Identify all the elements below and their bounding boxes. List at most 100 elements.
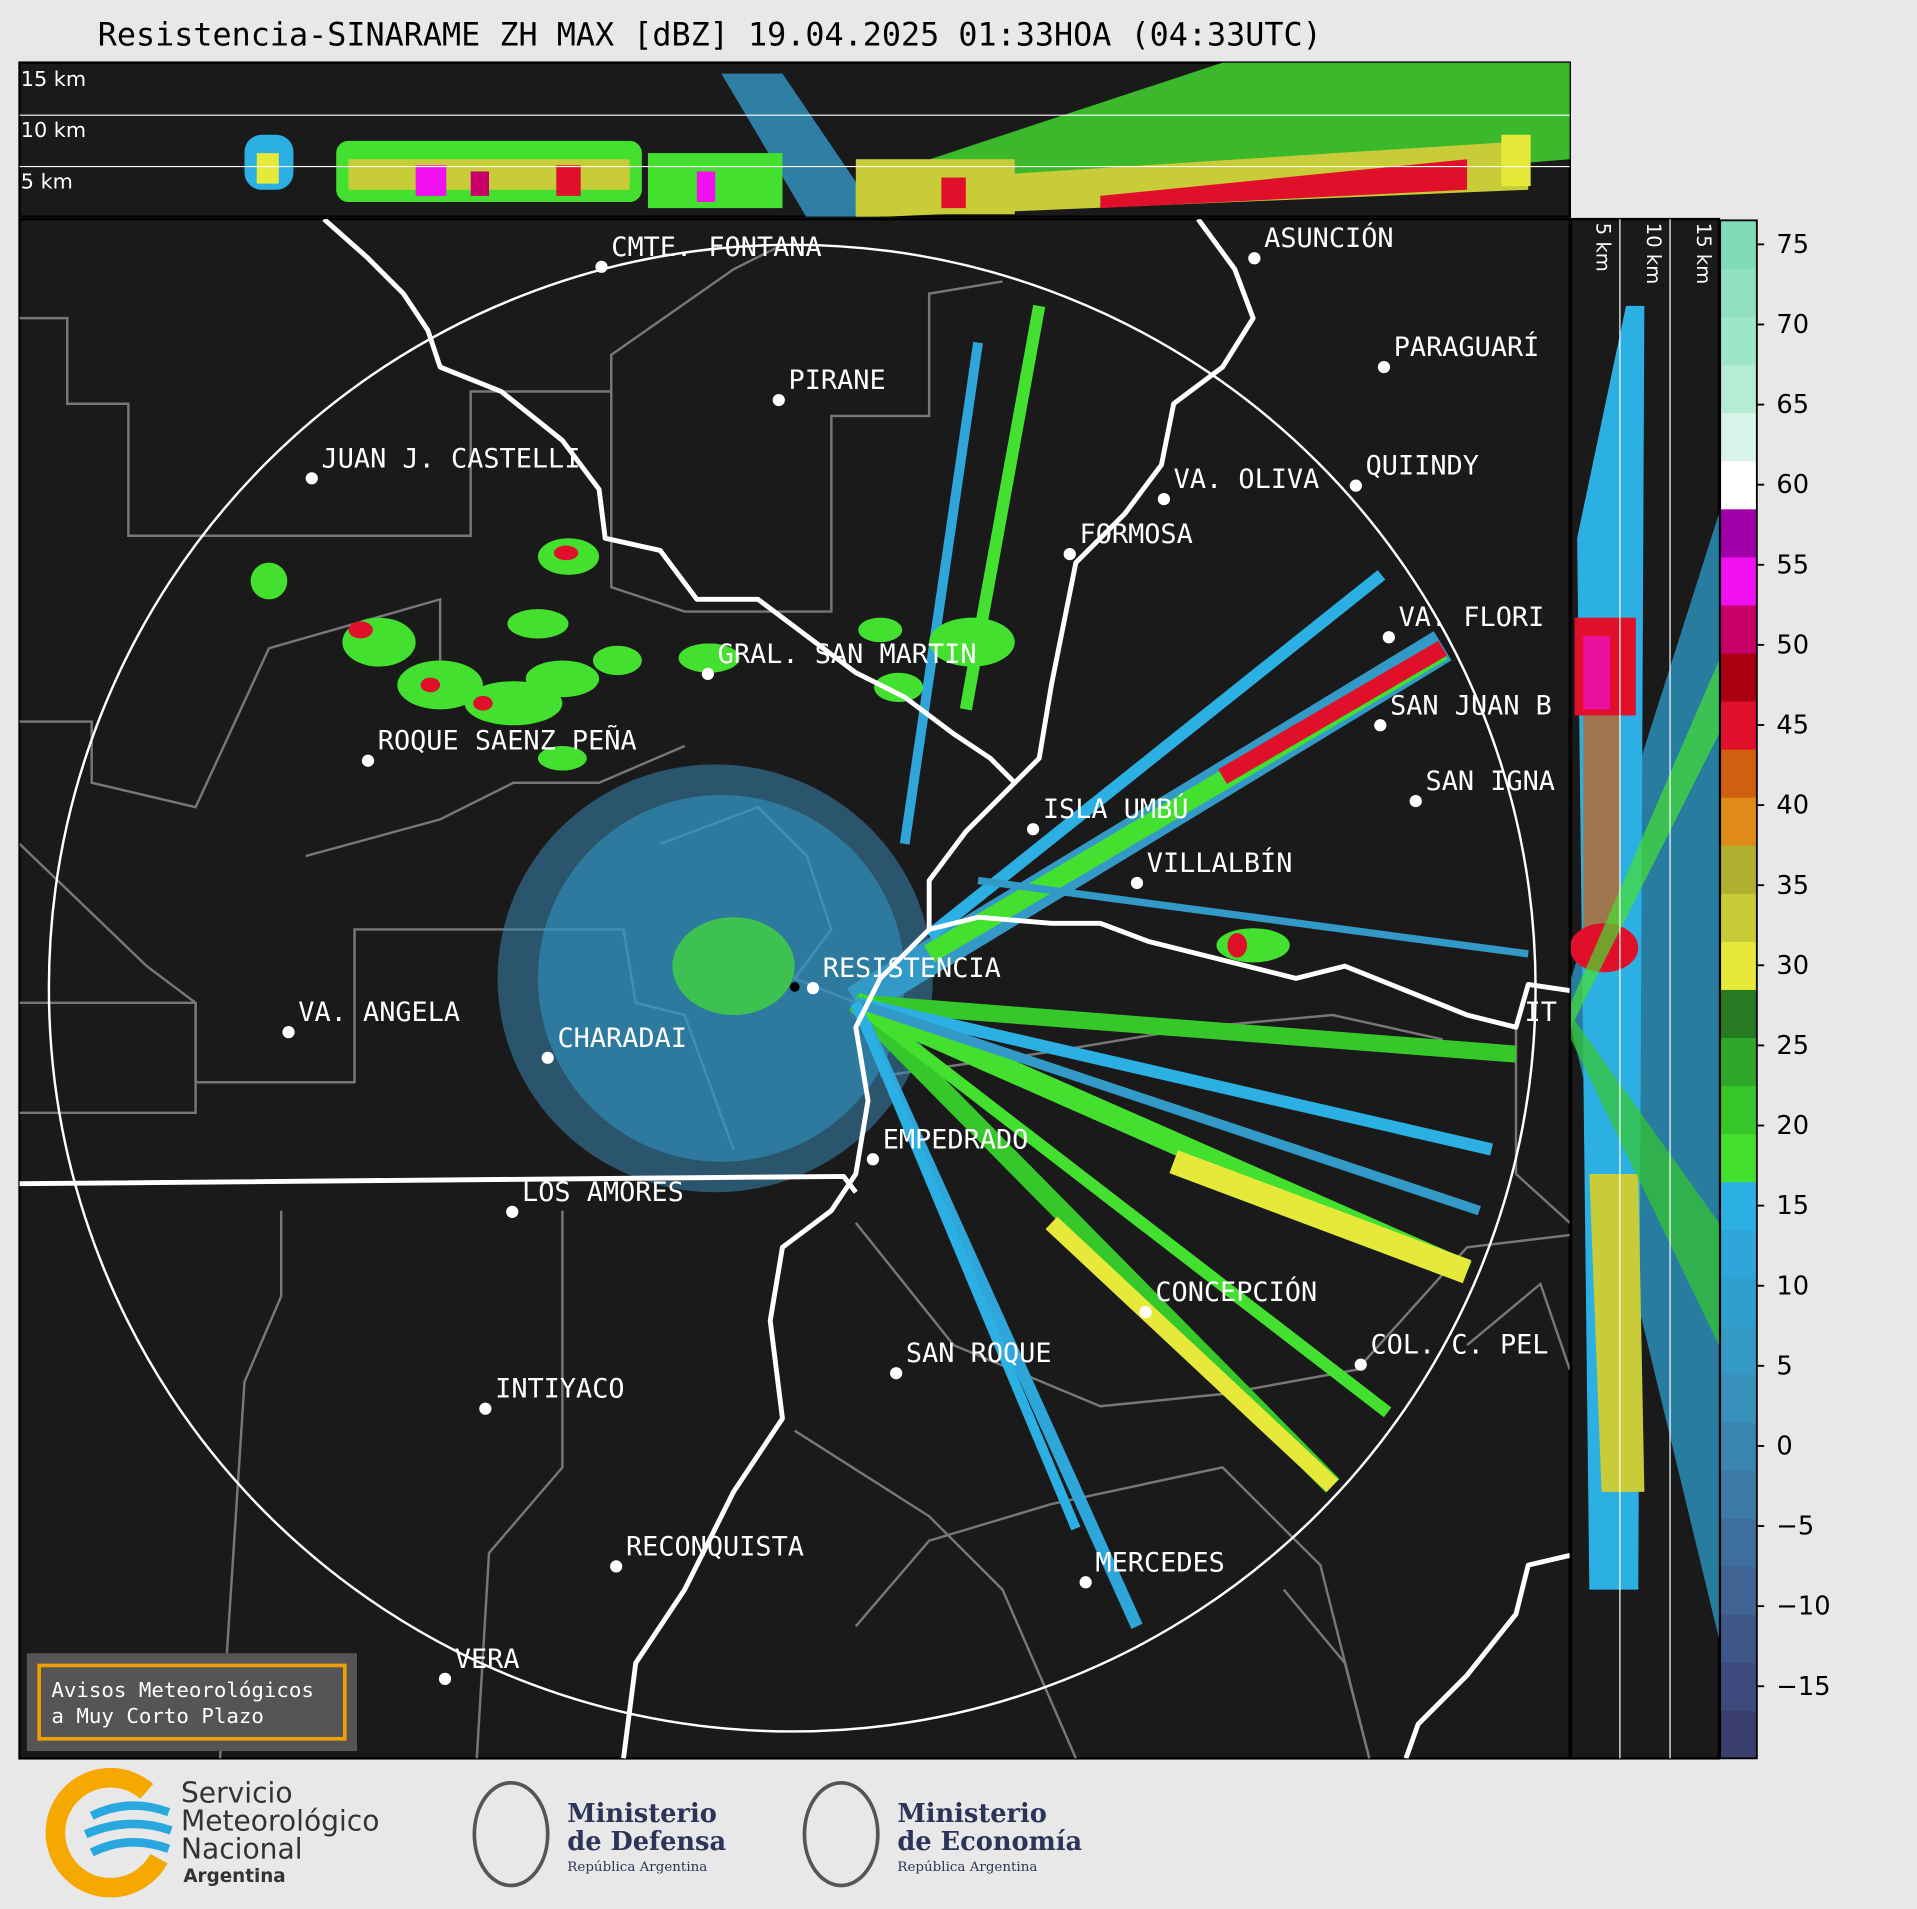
colorbar-tick-label: 40 [1776,791,1809,821]
colorbar-band [1720,1614,1757,1663]
city-label: RECONQUISTA [626,1531,804,1562]
colorbar-band [1720,268,1757,318]
city-label: COL. C. PEL [1371,1330,1549,1361]
city-label: SAN ROQUE [906,1338,1052,1369]
height-label: 10 km [1642,223,1665,284]
city-label: CHARADAI [557,1023,686,1054]
city-dot [806,982,820,995]
colorbar-tick-label: 55 [1776,550,1809,580]
city-dot [701,667,714,681]
city-dot [610,1560,623,1573]
map: CMTE. FONTANA ASUNCIÓN PARAGUARÍ PIRANE JUAN… [18,217,1572,1760]
notice-border [37,1663,347,1741]
city-dot [772,393,785,407]
coat-of-arms [802,1780,880,1888]
logo-text: Meteorológico [181,1804,380,1837]
colorbar-band [1720,893,1757,942]
colorbar-tick-label: 35 [1776,871,1809,901]
height-label: 15 km [21,67,86,91]
logo-text: Nacional [181,1833,303,1866]
right-section: 5 km 10 km 15 km [1569,217,1721,1760]
colorbar-tick-label: 15 [1776,1191,1809,1221]
colorbar-band [1720,1325,1757,1375]
city-dot [1349,479,1362,492]
colorbar-tick-label: −15 [1776,1672,1830,1702]
logo-text: Servicio [181,1776,293,1809]
city-dot [438,1672,452,1685]
colorbar-band [1720,220,1757,270]
city-label: RESISTENCIA [823,953,1001,984]
city-dot [541,1051,554,1064]
colorbar-tick-label: 0 [1776,1431,1792,1461]
logos: Servicio Meteorológico Nacional Argentin… [45,1767,1083,1898]
colorbar-band [1720,1566,1757,1615]
colorbar-band [1720,508,1757,558]
city-label: CONCEPCIÓN [1155,1276,1317,1308]
logo-text: República Argentina [897,1860,1037,1875]
colorbar-band [1720,1181,1757,1231]
city-label: PIRANE [789,365,886,396]
city-label: ASUNCIÓN [1264,222,1393,254]
city-label: EMPEDRADO [883,1124,1029,1155]
city-label: VILLALBÍN [1147,847,1293,879]
city-label: JUAN J. CASTELLI [322,443,581,474]
city-dot [506,1205,519,1218]
city-label: QUIINDY [1366,451,1479,482]
height-label: 15 km [1692,223,1715,284]
radar-site [789,982,800,992]
city-dot [1409,794,1422,808]
logo-text: Argentina [183,1866,285,1887]
smn-logo [45,1767,168,1898]
colorbar-tick-label: 25 [1776,1031,1809,1061]
colorbar-band [1720,460,1757,510]
city-dot [282,1026,295,1039]
colorbar-band [1720,700,1757,750]
logo-text: de Economía [897,1827,1082,1857]
range-ring [47,243,1537,1733]
colorbar-tick-label: 65 [1776,390,1809,420]
colorbar-band [1720,1277,1757,1327]
notice-text: a Muy Corto Plazo [51,1704,264,1728]
colorbar: −15 −10 −5 0 5 10 15 20 25 30 35 40 45 50 55 60 65 70 75 [1719,219,1831,1760]
city-label: SAN JUAN B [1390,690,1552,721]
city-dot [595,260,608,273]
city-dot [361,754,375,767]
city-label: LOS AMORES [522,1177,684,1208]
logo-text: Ministerio [897,1799,1047,1829]
logo-text: de Defensa [567,1827,726,1857]
colorbar-tick-label: 20 [1776,1111,1809,1141]
logo-text: Ministerio [567,1799,717,1829]
city-label: VA. OLIVA [1174,464,1320,495]
city-label: VA. FLORI [1399,602,1545,633]
colorbar-tick-label: 30 [1776,951,1809,981]
colorbar-band [1720,1133,1757,1183]
colorbar-band [1720,316,1757,366]
colorbar-band [1720,1518,1757,1567]
colorbar-tick-label: 5 [1776,1351,1792,1381]
colorbar-band [1720,652,1757,702]
colorbar-band [1720,412,1757,462]
city-dot [1382,631,1395,644]
colorbar-band [1720,1421,1757,1471]
colorbar-band [1720,1085,1757,1135]
city-dot [1354,1358,1367,1371]
colorbar-band [1720,749,1757,798]
city-dot [1026,823,1040,836]
city-dot [1063,547,1076,561]
city-label: GRAL. SAN MARTIN [718,639,977,670]
city-label: ROQUE SAENZ PEÑA [378,725,637,757]
city-dot [479,1402,492,1415]
coat-of-arms [472,1780,550,1888]
city-label: FORMOSA [1080,519,1193,550]
colorbar-frame [1719,219,1758,1760]
logo-text: República Argentina [567,1860,707,1875]
colorbar-band [1720,941,1757,990]
colorbar-band [1720,1662,1757,1711]
city-label: SAN IGNA [1426,766,1555,797]
top-section: 15 km 10 km 5 km [18,61,1572,218]
city-label: VA. ANGELA [298,997,460,1028]
colorbar-tick-label: 10 [1776,1271,1809,1301]
colorbar-tick-label: −10 [1776,1592,1830,1622]
